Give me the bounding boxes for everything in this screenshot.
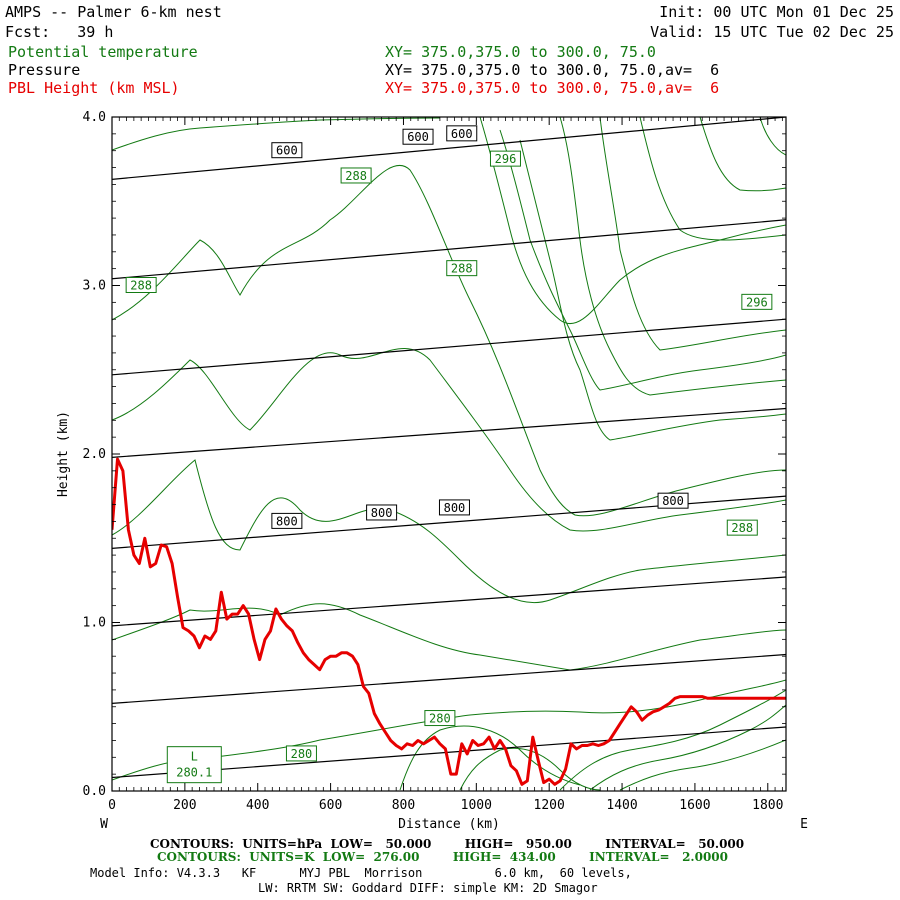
theta-contour <box>639 117 786 241</box>
theta-contour <box>112 459 786 604</box>
model-info-physics: LW: RRTM SW: Goddard DIFF: simple KM: 2D… <box>258 881 598 895</box>
theta-contour <box>112 164 786 517</box>
theta-label: 280 <box>429 712 451 726</box>
theta-contour <box>399 725 581 791</box>
y-tick-label: 2.0 <box>83 447 106 462</box>
theta-contour <box>559 117 786 396</box>
field-pressure-xy: XY= 375.0,375.0 to 300.0, 75.0,av= 6 <box>385 61 720 79</box>
chart-title: AMPS -- Palmer 6-km nest <box>5 3 222 21</box>
forecast-hour: Fcst: 39 h <box>5 23 114 41</box>
x-tick-label: 1800 <box>752 798 783 813</box>
x-tick-label: 1400 <box>606 798 637 813</box>
x-axis-label: Distance (km) <box>398 817 500 832</box>
pressure-label-box <box>438 499 470 516</box>
theta-label-box <box>424 710 456 727</box>
y-tick-label: 3.0 <box>83 279 106 294</box>
x-tick-label: 200 <box>173 798 196 813</box>
theta-label: 288 <box>731 521 753 535</box>
pressure-label-box <box>402 128 434 145</box>
x-end-direction: E <box>800 817 808 832</box>
pressure-isobar <box>112 318 786 376</box>
pressure-label-box <box>366 504 398 521</box>
pressure-contour-info: CONTOURS: UNITS=hPa LOW= 50.000 HIGH= 95… <box>150 837 745 851</box>
pressure-isobar <box>112 653 786 704</box>
low-marker-value: 280.1 <box>176 766 212 780</box>
theta-label: 296 <box>495 152 517 166</box>
theta-contour <box>112 348 786 532</box>
pressure-label-box <box>446 125 478 142</box>
theta-contour <box>519 139 786 441</box>
pbl-height-line <box>112 457 786 786</box>
pressure-isobar <box>112 117 786 180</box>
theta-label-box <box>726 519 758 536</box>
pressure-label: 800 <box>276 514 298 528</box>
pressure-label: 600 <box>276 144 298 158</box>
y-tick-label: 4.0 <box>83 110 106 125</box>
x-tick-label: 1200 <box>534 798 565 813</box>
theta-contour-info: CONTOURS: UNITS=K LOW= 276.00 HIGH= 434.… <box>157 850 728 864</box>
field-pbl-name: PBL Height (km MSL) <box>8 79 180 97</box>
pressure-label-box <box>271 512 303 529</box>
low-marker-label: L <box>191 750 198 764</box>
field-theta-name: Potential temperature <box>8 43 198 61</box>
field-theta-xy: XY= 375.0,375.0 to 300.0, 75.0 <box>385 43 656 61</box>
field-pressure-name: Pressure <box>8 61 81 79</box>
theta-label-box <box>125 277 157 293</box>
x-tick-label: 400 <box>246 798 269 813</box>
theta-label: 288 <box>130 279 152 293</box>
pressure-isobar <box>112 219 786 280</box>
plot-frame <box>111 116 787 792</box>
x-tick-label: 1000 <box>461 798 492 813</box>
model-info: Model Info: V4.3.3 KF MYJ PBL Morrison 6… <box>90 866 632 880</box>
theta-contour <box>759 117 786 156</box>
pressure-isobar <box>112 726 786 779</box>
theta-label: 288 <box>345 169 367 183</box>
theta-contour <box>619 739 786 791</box>
x-tick-label: 1600 <box>679 798 710 813</box>
theta-label-box <box>489 150 521 167</box>
x-tick-label: 0 <box>108 798 116 813</box>
theta-contour <box>589 704 786 791</box>
theta-label: 296 <box>746 295 768 309</box>
pressure-label: 800 <box>444 501 466 515</box>
pressure-label: 800 <box>662 494 684 508</box>
x-tick-label: 800 <box>392 798 415 813</box>
theta-label: 280 <box>291 747 313 761</box>
x-tick-label: 600 <box>319 798 342 813</box>
theta-contour <box>112 603 786 671</box>
y-tick-label: 0.0 <box>83 784 106 799</box>
theta-contour <box>559 689 786 791</box>
pressure-label-box <box>271 142 303 159</box>
low-marker-box <box>166 746 222 784</box>
init-time: Init: 00 UTC Mon 01 Dec 25 <box>659 3 894 21</box>
valid-time: Valid: 15 UTC Tue 02 Dec 25 <box>650 23 894 41</box>
theta-label: 288 <box>451 262 473 276</box>
theta-label-box <box>446 260 478 277</box>
pressure-label: 600 <box>451 127 473 141</box>
field-pbl-xy: XY= 375.0,375.0 to 300.0, 75.0,av= 6 <box>385 79 720 97</box>
pressure-isobar <box>112 407 786 458</box>
pressure-label: 600 <box>407 130 429 144</box>
y-axis-label: Height (km) <box>56 411 71 497</box>
theta-label-box <box>285 745 317 762</box>
theta-label-box <box>741 293 773 310</box>
pressure-label-box <box>657 492 689 509</box>
y-tick-label: 1.0 <box>83 616 106 631</box>
theta-contour <box>699 117 786 192</box>
theta-contour <box>479 117 786 325</box>
theta-label-box <box>340 167 372 184</box>
pressure-isobar <box>112 576 786 627</box>
theta-contour <box>599 117 786 351</box>
x-start-direction: W <box>100 817 108 832</box>
theta-contour <box>499 129 786 391</box>
pressure-label: 800 <box>371 506 393 520</box>
